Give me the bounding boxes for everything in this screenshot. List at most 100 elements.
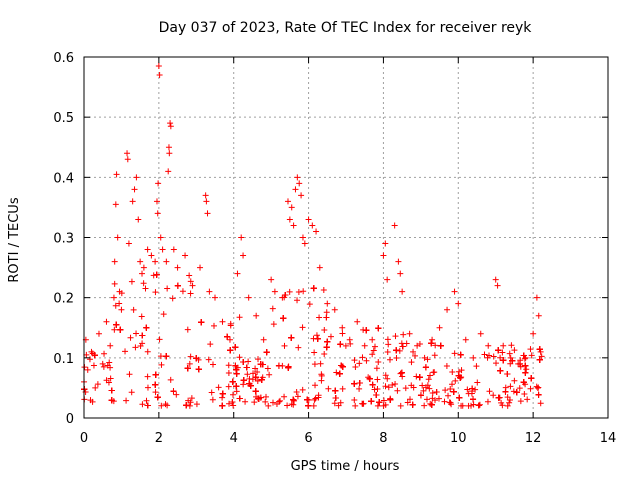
data-point xyxy=(316,264,323,271)
data-point xyxy=(294,174,301,181)
data-point xyxy=(118,306,125,313)
data-point xyxy=(423,396,430,403)
data-point xyxy=(188,395,195,402)
data-point xyxy=(374,385,381,392)
data-point xyxy=(295,344,302,351)
data-point xyxy=(225,383,232,390)
data-point xyxy=(312,382,319,389)
data-point xyxy=(242,398,249,405)
data-point xyxy=(233,366,240,373)
data-point xyxy=(397,370,404,377)
data-point xyxy=(209,396,216,403)
data-point xyxy=(219,394,226,401)
data-point xyxy=(311,349,318,356)
data-point xyxy=(324,338,331,345)
data-point xyxy=(533,294,540,301)
data-point xyxy=(127,334,134,341)
data-point xyxy=(233,388,240,395)
y-tick-label: 0.5 xyxy=(53,111,74,126)
data-point xyxy=(309,222,316,229)
data-point xyxy=(431,369,438,376)
chart-title: Day 037 of 2023, Rate Of TEC Index for r… xyxy=(159,20,533,36)
data-point xyxy=(494,282,501,289)
data-point xyxy=(361,342,368,349)
data-point xyxy=(162,401,169,408)
data-point xyxy=(123,397,130,404)
data-point xyxy=(288,334,295,341)
data-point xyxy=(152,289,159,296)
data-point xyxy=(457,351,464,358)
data-point xyxy=(238,234,245,241)
data-point xyxy=(351,396,358,403)
data-point xyxy=(506,399,513,406)
x-tick-label: 14 xyxy=(600,431,617,446)
data-point xyxy=(230,391,237,398)
data-point xyxy=(386,356,393,363)
data-point xyxy=(314,335,321,342)
data-point xyxy=(133,330,140,337)
data-point xyxy=(422,364,429,371)
data-point xyxy=(87,397,94,404)
data-point xyxy=(311,396,318,403)
data-point xyxy=(492,276,499,283)
data-point xyxy=(500,357,507,364)
data-point xyxy=(270,321,277,328)
data-point xyxy=(399,343,406,350)
data-point xyxy=(139,401,146,408)
data-point xyxy=(476,401,483,408)
data-point xyxy=(294,297,301,304)
data-point xyxy=(279,294,286,301)
data-point xyxy=(232,344,239,351)
data-point xyxy=(219,318,226,325)
data-point xyxy=(385,384,392,391)
data-point xyxy=(323,314,330,321)
data-point xyxy=(502,388,509,395)
data-point xyxy=(156,336,163,343)
data-point xyxy=(382,383,389,390)
data-point xyxy=(449,369,456,376)
data-point xyxy=(408,359,415,366)
data-point xyxy=(485,342,492,349)
y-axis-label: ROTI / TECUs xyxy=(7,197,22,282)
data-point xyxy=(318,371,325,378)
data-point xyxy=(163,353,170,360)
data-point xyxy=(124,156,131,163)
data-point xyxy=(474,379,481,386)
data-points xyxy=(81,63,545,409)
x-tick-label: 2 xyxy=(155,431,163,446)
data-point xyxy=(393,355,400,362)
data-point xyxy=(315,394,322,401)
data-point xyxy=(305,402,312,409)
data-point xyxy=(130,306,137,313)
data-point xyxy=(497,354,504,361)
data-point xyxy=(129,198,136,205)
data-point xyxy=(335,402,342,409)
data-point xyxy=(332,394,339,401)
data-point xyxy=(264,365,271,372)
data-point xyxy=(154,210,161,217)
data-point xyxy=(245,358,252,365)
x-tick-label: 10 xyxy=(450,431,467,446)
data-point xyxy=(469,385,476,392)
data-point xyxy=(351,357,358,364)
data-point xyxy=(144,246,151,253)
data-point xyxy=(153,198,160,205)
data-point xyxy=(404,399,411,406)
data-point xyxy=(179,288,186,295)
data-point xyxy=(528,375,535,382)
data-point xyxy=(293,388,300,395)
data-point xyxy=(284,402,291,409)
data-point xyxy=(211,322,218,329)
data-point xyxy=(227,347,234,354)
data-point xyxy=(183,402,190,409)
data-point xyxy=(384,348,391,355)
data-point xyxy=(535,312,542,319)
data-point xyxy=(387,396,394,403)
data-point xyxy=(320,287,327,294)
data-point xyxy=(186,360,193,367)
data-point xyxy=(92,384,99,391)
data-point xyxy=(506,396,513,403)
data-point xyxy=(458,402,465,409)
data-point xyxy=(321,326,328,333)
data-point xyxy=(255,395,262,402)
